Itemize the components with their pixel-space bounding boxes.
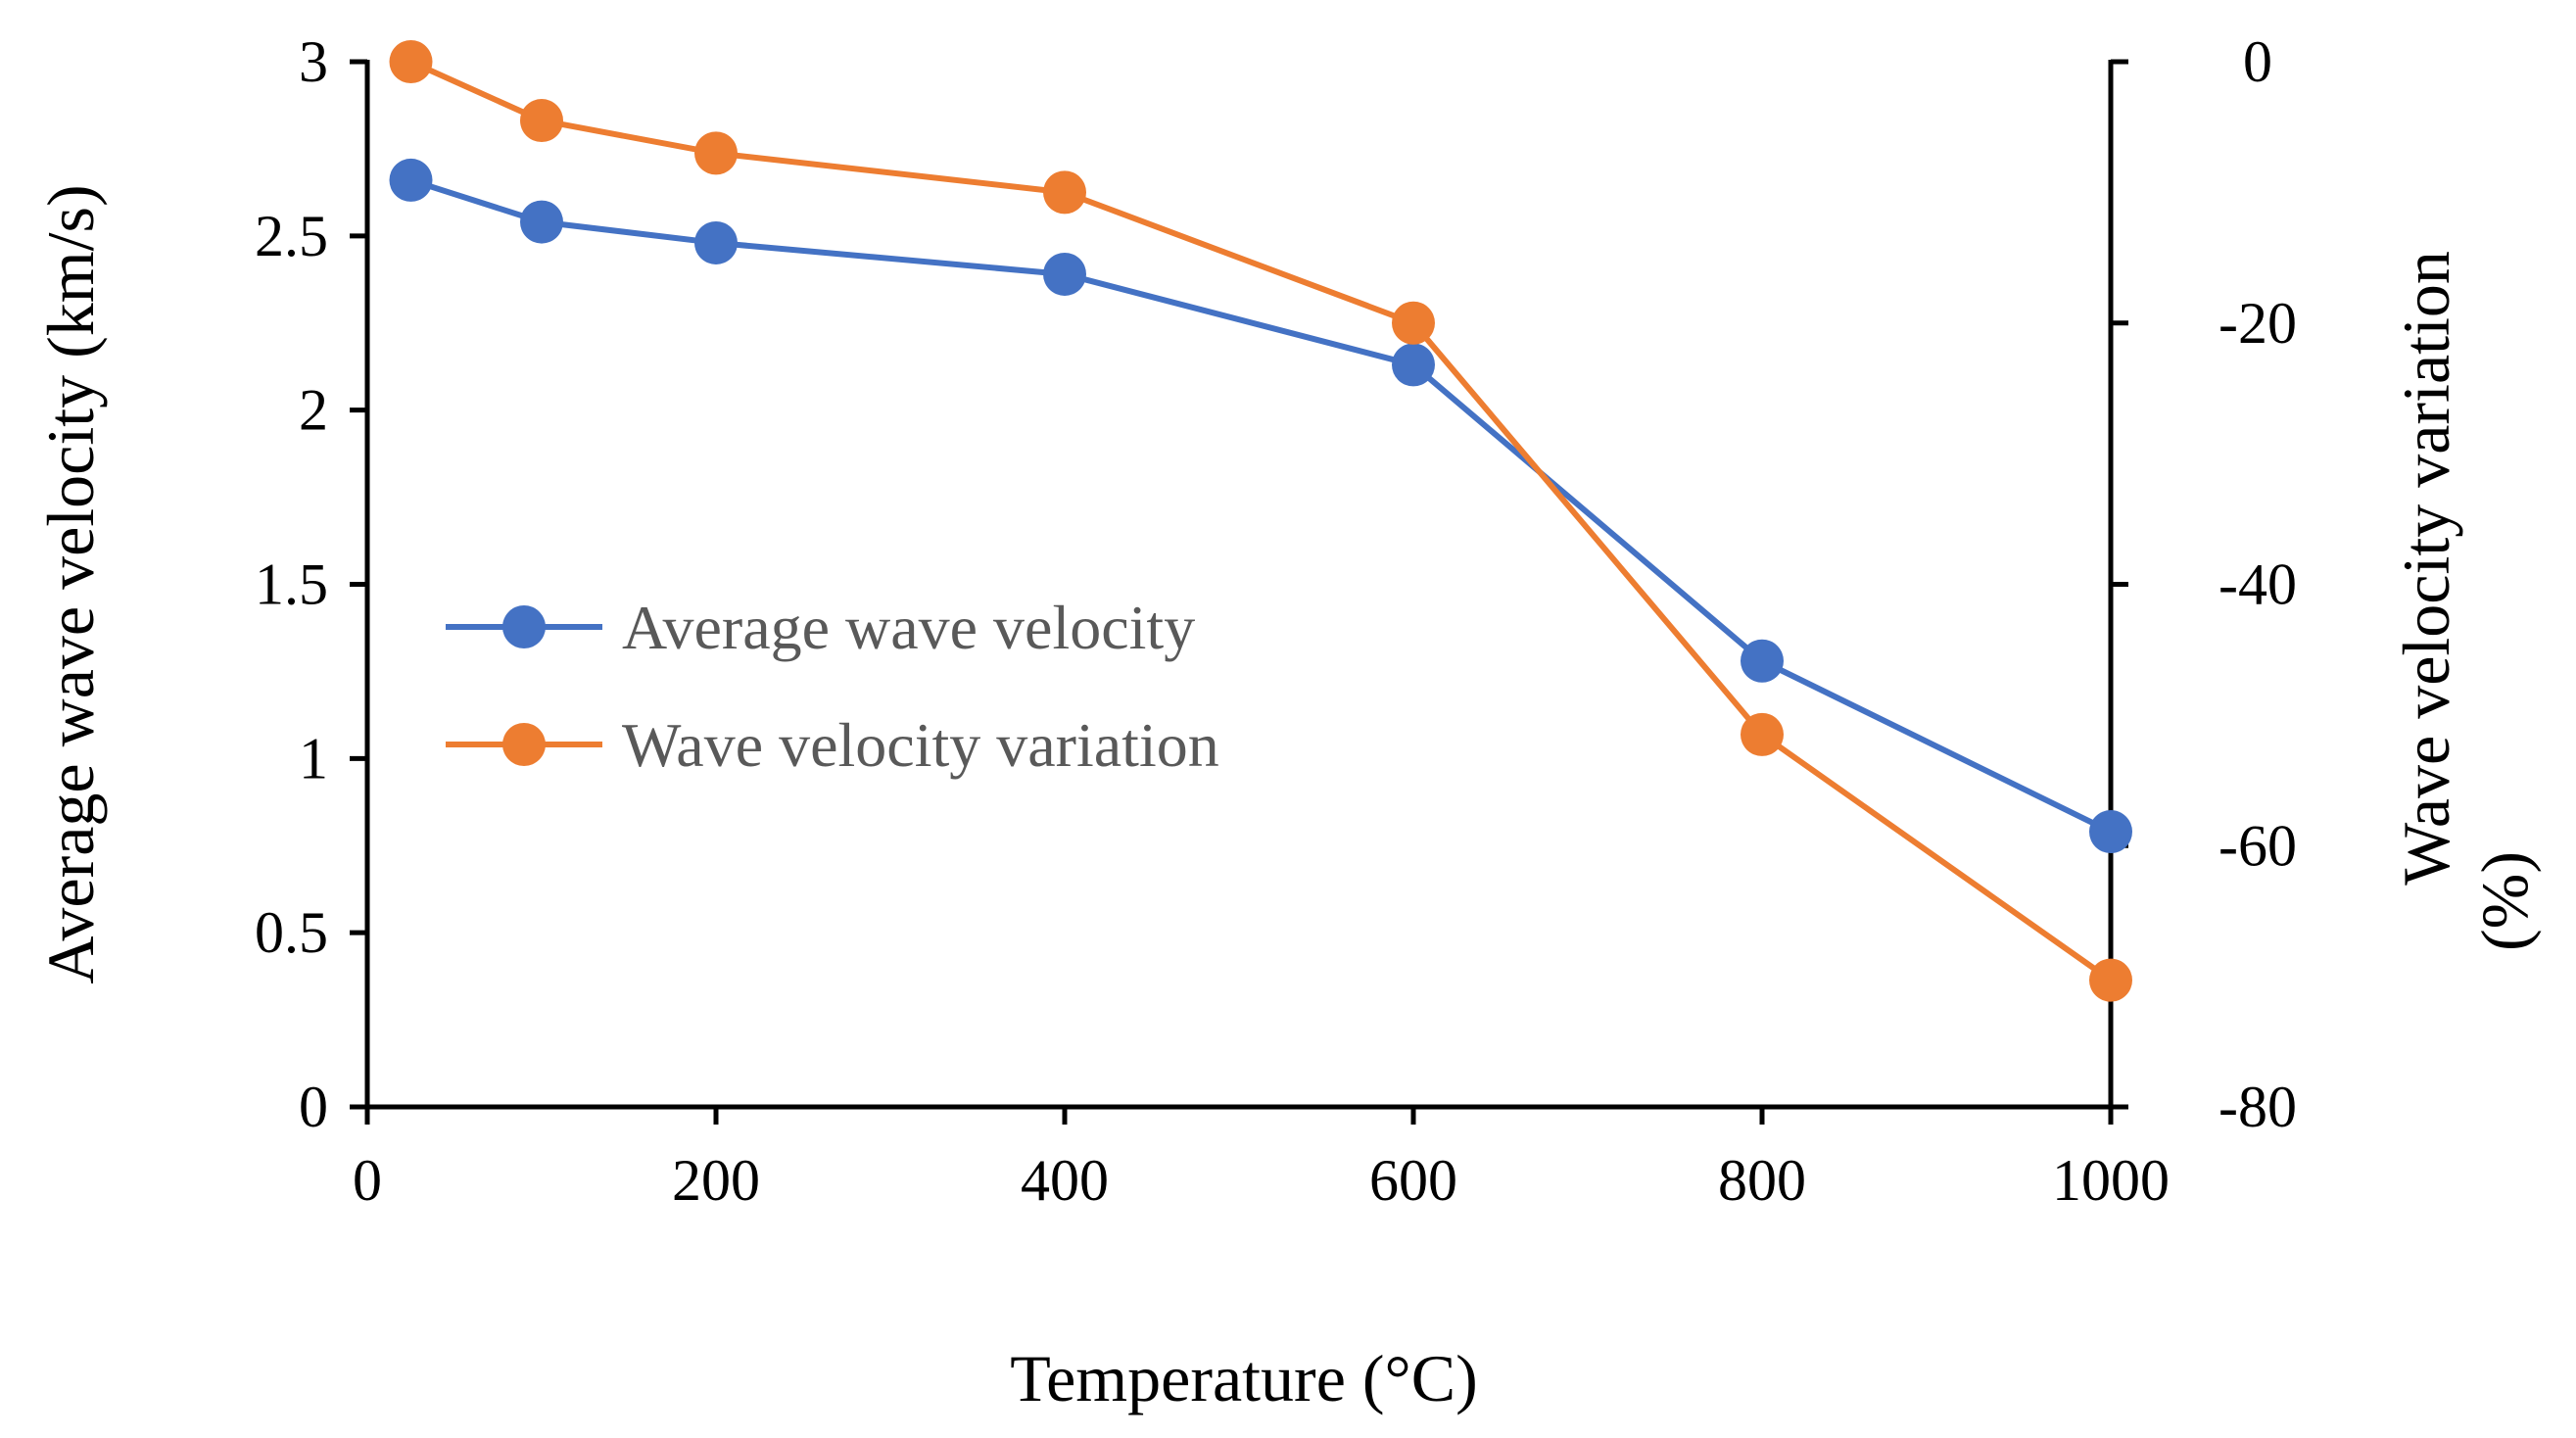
data-point-wave-velocity-variation: [694, 131, 738, 175]
y-left-tick-label: 1: [299, 726, 328, 791]
data-point-average-wave-velocity: [1392, 343, 1435, 387]
data-point-average-wave-velocity: [2089, 810, 2132, 854]
series-layer: [389, 40, 2132, 1002]
data-point-wave-velocity-variation: [520, 99, 563, 143]
y-left-tick-label: 2: [299, 378, 328, 443]
legend: Average wave velocity Wave velocity vari…: [446, 593, 1219, 780]
y-right-tick-label: -80: [2218, 1075, 2297, 1139]
y-right-tick-label: 0: [2243, 29, 2272, 94]
y-left-tick-label: 1.5: [255, 552, 328, 617]
legend-marker-wave-velocity-variation: [502, 723, 546, 766]
legend-marker-average-wave-velocity: [502, 605, 546, 648]
data-point-average-wave-velocity: [1043, 252, 1086, 296]
x-tick-label: 800: [1718, 1148, 1806, 1213]
data-point-wave-velocity-variation: [1392, 301, 1435, 345]
series-average-wave-velocity: [389, 158, 2132, 854]
x-tick-label: 1000: [2052, 1148, 2170, 1213]
x-axis-title: Temperature (°C): [1010, 1341, 1477, 1415]
data-point-average-wave-velocity: [1741, 639, 1784, 683]
data-point-wave-velocity-variation: [1043, 170, 1086, 215]
y-right-tick-label: -60: [2218, 813, 2297, 878]
x-tick-label: 600: [1369, 1148, 1457, 1213]
x-tick-label: 400: [1021, 1148, 1109, 1213]
series-wave-velocity-variation: [389, 40, 2132, 1002]
data-point-wave-velocity-variation: [2089, 958, 2132, 1002]
data-point-average-wave-velocity: [694, 220, 738, 264]
data-point-average-wave-velocity: [520, 200, 563, 244]
y-axis-left-title: Average wave velocity (km/s): [33, 184, 108, 983]
y-right-tick-label: -40: [2218, 552, 2297, 617]
y-left-tick-label: 2.5: [255, 204, 328, 268]
legend-label-wave-velocity-variation: Wave velocity variation: [622, 710, 1219, 780]
y-left-tick-label: 0.5: [255, 900, 328, 965]
data-point-average-wave-velocity: [389, 158, 433, 202]
legend-label-average-wave-velocity: Average wave velocity: [622, 593, 1195, 662]
y-right-tick-label: -20: [2218, 291, 2297, 356]
x-tick-label: 200: [672, 1148, 760, 1213]
y-left-tick-label: 3: [299, 29, 328, 94]
data-point-wave-velocity-variation: [389, 40, 433, 83]
y-axis-right-title-line1: Wave velocity variation: [2389, 251, 2463, 886]
x-tick-label: 0: [353, 1148, 382, 1213]
legend-item-average-wave-velocity: Average wave velocity: [446, 593, 1195, 662]
legend-item-wave-velocity-variation: Wave velocity variation: [446, 710, 1219, 780]
y-axis-right-ticks: -80 -60 -40 -20 0: [2111, 29, 2297, 1139]
y-axis-right-title-line2: (%): [2467, 851, 2542, 951]
data-point-wave-velocity-variation: [1741, 712, 1784, 756]
y-axis-left-ticks: 0 0.5 1 1.5 2 2.5 3: [255, 29, 367, 1139]
x-axis-ticks: 0 200 400 600 800 1000: [353, 1107, 2170, 1213]
y-left-tick-label: 0: [299, 1075, 328, 1139]
